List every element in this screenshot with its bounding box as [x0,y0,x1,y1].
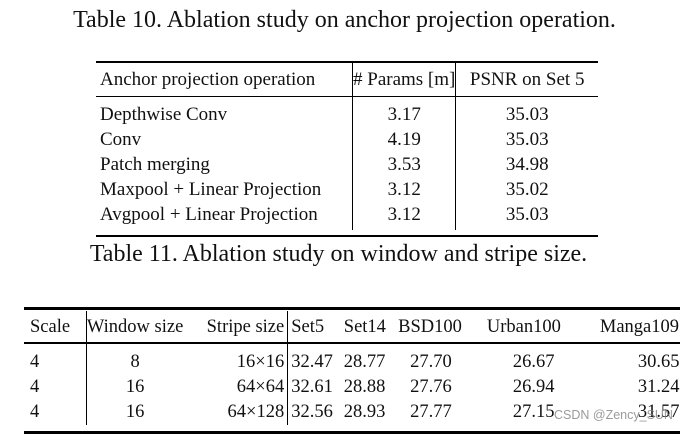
cell-params: 3.17 [351,96,456,127]
cell-urban100: 27.15 [512,402,555,422]
column-header-urban100: Urban100 [486,317,561,337]
cell-bsd100: 27.76 [410,377,452,397]
column-header-psnr: PSNR on Set 5 [455,62,598,96]
cell-window-size: 8 [85,344,184,375]
table-header-row: Scale Window size Stripe size Set5 Set14… [24,311,680,344]
column-header-params: # Params [m] [351,62,456,96]
column-header-scale: Scale [30,317,71,337]
table-11-bottom-rule [24,431,680,434]
cell-stripe-size: 64×64 [236,377,285,397]
cell-psnr: 34.98 [455,152,598,177]
cell-set14: 28.77 [343,352,386,372]
table-row: 4 16 64×128 32.56 28.93 27.77 27.15 31.5… [24,400,680,425]
table-10: Anchor projection operation # Params [m]… [96,62,598,230]
table-row: 4 16 64×64 32.61 28.88 27.76 26.94 31.24 [24,375,680,400]
cell-set5: 32.61 [287,375,344,400]
table-11-caption: Table 11. Ablation study on window and s… [89,241,588,267]
cell-bsd100: 27.77 [410,402,452,422]
table-10-header-rule [96,96,598,97]
column-header-set14: Set14 [343,317,386,337]
cell-psnr: 35.02 [455,177,598,202]
table-10-top-rule [96,61,598,63]
table-row: Conv 4.19 35.03 [96,127,598,152]
cell-set14: 28.88 [343,377,386,397]
cell-bsd100: 27.70 [410,352,452,372]
table-row: Patch merging 3.53 34.98 [96,152,598,177]
table-row: Depthwise Conv 3.17 35.03 [96,96,598,127]
cell-operation: Maxpool + Linear Projection [100,179,322,200]
table-row: Maxpool + Linear Projection 3.12 35.02 [96,177,598,202]
cell-scale: 4 [30,402,40,422]
cell-params: 3.53 [351,152,456,177]
column-header-stripe-size: Stripe size [206,317,285,337]
column-header-set5: Set5 [287,311,344,344]
cell-operation: Depthwise Conv [100,104,228,125]
table-11-header-rule [24,342,680,344]
cell-operation: Patch merging [100,154,210,175]
cell-stripe-size: 64×128 [227,402,285,422]
cell-set14: 28.93 [343,402,386,422]
cell-manga109: 30.65 [637,352,680,372]
cell-params: 4.19 [351,127,456,152]
table-row: 4 8 16×16 32.47 28.77 27.70 26.67 30.65 [24,344,680,375]
cell-manga109: 31.57 [637,402,680,422]
cell-set5: 32.56 [287,400,344,425]
cell-window-size: 16 [85,400,184,425]
table-10-caption: Table 10. Ablation study on anchor proje… [73,7,616,33]
table-row: Avgpool + Linear Projection 3.12 35.03 [96,202,598,230]
table-10-bottom-rule [96,235,598,237]
cell-urban100: 26.94 [512,377,555,397]
table-11: Scale Window size Stripe size Set5 Set14… [24,311,680,425]
table-11-top-rule [24,307,680,310]
cell-stripe-size: 16×16 [236,352,285,372]
column-header-bsd100: BSD100 [398,317,462,337]
cell-params: 3.12 [351,177,456,202]
table-header-row: Anchor projection operation # Params [m]… [96,62,598,96]
cell-psnr: 35.03 [455,127,598,152]
column-header-manga109: Manga109 [599,317,679,337]
column-header-operation: Anchor projection operation [100,68,316,90]
column-header-window-size: Window size [85,311,184,344]
cell-manga109: 31.24 [637,377,680,397]
cell-urban100: 26.67 [512,352,555,372]
cell-operation: Conv [100,129,142,150]
watermark: CSDN @Zency_SUN [554,408,673,422]
cell-set5: 32.47 [287,344,344,375]
cell-psnr: 35.03 [455,96,598,127]
cell-operation: Avgpool + Linear Projection [100,204,318,225]
cell-psnr: 35.03 [455,202,598,230]
cell-params: 3.12 [351,202,456,230]
cell-window-size: 16 [85,375,184,400]
cell-scale: 4 [30,352,40,372]
cell-scale: 4 [30,377,40,397]
